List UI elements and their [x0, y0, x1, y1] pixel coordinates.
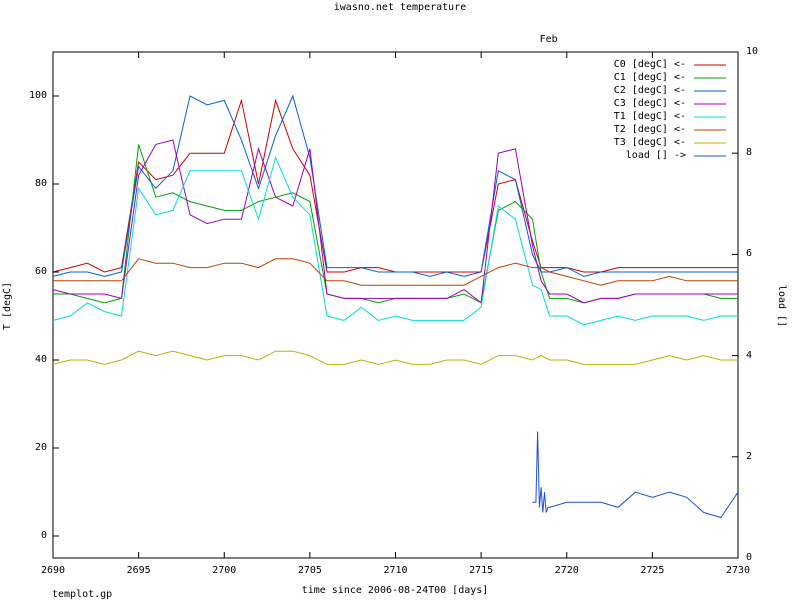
- x-tick-label: 2705: [297, 565, 322, 576]
- legend-label: C0 [degC] <-: [613, 59, 686, 70]
- x-tick-label: 2695: [126, 565, 151, 576]
- x-tick-label: 2720: [554, 565, 579, 576]
- y2-tick-label: 4: [746, 349, 753, 361]
- y-tick-label: 100: [28, 90, 47, 101]
- axis-ticks: [52, 51, 739, 559]
- x-tick-label: 2715: [469, 565, 494, 576]
- legend-label: C3 [degC] <-: [613, 98, 686, 109]
- x-tick-label: 2730: [725, 565, 751, 576]
- legend-label: T1 [degC] <-: [613, 111, 686, 122]
- y-tick-label: 40: [34, 354, 47, 365]
- y2-tick-label: 2: [746, 450, 753, 462]
- series-line-7: [52, 350, 738, 365]
- y-tick-label: 0: [40, 530, 47, 541]
- top-axis-label: Feb: [539, 34, 558, 45]
- y2-axis-label: load []: [776, 284, 788, 328]
- y2-tick-label: 10: [746, 46, 759, 57]
- series-line-6: [53, 258, 738, 286]
- legend-label: C2 [degC] <-: [613, 85, 686, 96]
- x-axis-label: time since 2006-08-24T00 [days]: [301, 585, 489, 596]
- footer-label: templot.gp: [52, 589, 113, 600]
- y-tick-label: 60: [34, 266, 47, 277]
- legend-label: C1 [degC] <-: [613, 72, 686, 83]
- y2-tick-label: 8: [746, 147, 753, 159]
- legend-label: load [] ->: [625, 150, 686, 161]
- series-line-5: [52, 156, 738, 326]
- series-line-3: [52, 94, 738, 277]
- x-tick-label: 2690: [40, 565, 66, 576]
- legend-label: T2 [degC] <-: [613, 124, 686, 135]
- chart-title: iwasno.net temperature: [333, 2, 467, 13]
- x-tick-label: 2700: [212, 565, 237, 576]
- series-line-8: [532, 431, 739, 519]
- y-axis-label: T [degC]: [2, 281, 14, 331]
- legend: [694, 64, 726, 157]
- x-tick-label: 2710: [383, 565, 408, 576]
- series-lines: [52, 94, 739, 519]
- series-line-2: [53, 144, 738, 304]
- y-tick-label: 20: [34, 442, 47, 453]
- y2-tick-label: 6: [746, 248, 753, 260]
- series-line-4: [52, 139, 738, 304]
- y2-tick-label: 0: [746, 552, 753, 563]
- legend-label: T3 [degC] <-: [613, 137, 686, 148]
- y-tick-label: 80: [34, 178, 47, 189]
- x-tick-label: 2725: [640, 565, 665, 576]
